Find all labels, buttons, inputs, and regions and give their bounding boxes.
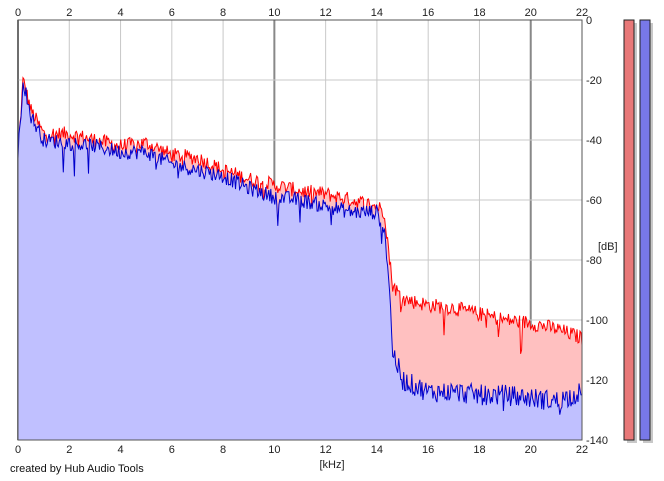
- level-meters: [623, 19, 653, 443]
- y-tick-label: -80: [586, 255, 602, 267]
- x-tick-label-top: 16: [422, 7, 434, 19]
- y-tick-label: -140: [586, 435, 608, 447]
- x-tick-label-bottom: 20: [525, 444, 537, 456]
- x-tick-label-top: 2: [66, 7, 72, 19]
- x-tick-label-top: 18: [473, 7, 485, 19]
- x-tick-labels-bottom: 0 2 4 6 8 10 12 14 16 18 20 22: [15, 444, 588, 456]
- x-tick-label-bottom: 4: [117, 444, 123, 456]
- x-tick-labels-top: 0 2 4 6 8 10 12 14 16 18 20 22: [15, 7, 588, 19]
- x-tick-label-bottom: 22: [576, 444, 588, 456]
- x-tick-label-top: 10: [268, 7, 280, 19]
- x-tick-label-bottom: 6: [169, 444, 175, 456]
- x-tick-label-bottom: 2: [66, 444, 72, 456]
- x-tick-label-top: 8: [220, 7, 226, 19]
- y-tick-label: -60: [586, 195, 602, 207]
- x-tick-label-top: 0: [15, 7, 21, 19]
- x-tick-label-bottom: 10: [268, 444, 280, 456]
- level-meter-1: [623, 19, 635, 441]
- x-tick-label-bottom: 16: [422, 444, 434, 456]
- x-axis-label: [kHz]: [319, 459, 344, 471]
- x-tick-label-bottom: 0: [15, 444, 21, 456]
- x-tick-label-top: 4: [117, 7, 123, 19]
- series-2-line: [17, 82, 583, 415]
- y-tick-label: -20: [586, 75, 602, 87]
- x-tick-label-bottom: 12: [320, 444, 332, 456]
- y-axis-label: [dB]: [598, 241, 618, 253]
- y-tick-label: -100: [586, 315, 608, 327]
- y-tick-labels: 0 -20 -40 -60 -80 -100 -120 -140: [586, 15, 608, 447]
- x-tick-label-top: 12: [320, 7, 332, 19]
- x-tick-label-top: 14: [371, 7, 383, 19]
- y-tick-label: -40: [586, 135, 602, 147]
- x-tick-label-bottom: 14: [371, 444, 383, 456]
- level-meter-2: [639, 19, 651, 441]
- plot-frame: [17, 19, 583, 441]
- y-tick-label: -120: [586, 375, 608, 387]
- x-tick-label-top: 22: [576, 7, 588, 19]
- credit-text: created by Hub Audio Tools: [10, 463, 144, 475]
- series-2-fill: [18, 82, 582, 440]
- y-tick-label: 0: [586, 15, 592, 27]
- series-group: [17, 76, 583, 440]
- x-tick-label-bottom: 8: [220, 444, 226, 456]
- x-tick-label-bottom: 18: [473, 444, 485, 456]
- x-tick-label-top: 20: [525, 7, 537, 19]
- x-tick-label-top: 6: [169, 7, 175, 19]
